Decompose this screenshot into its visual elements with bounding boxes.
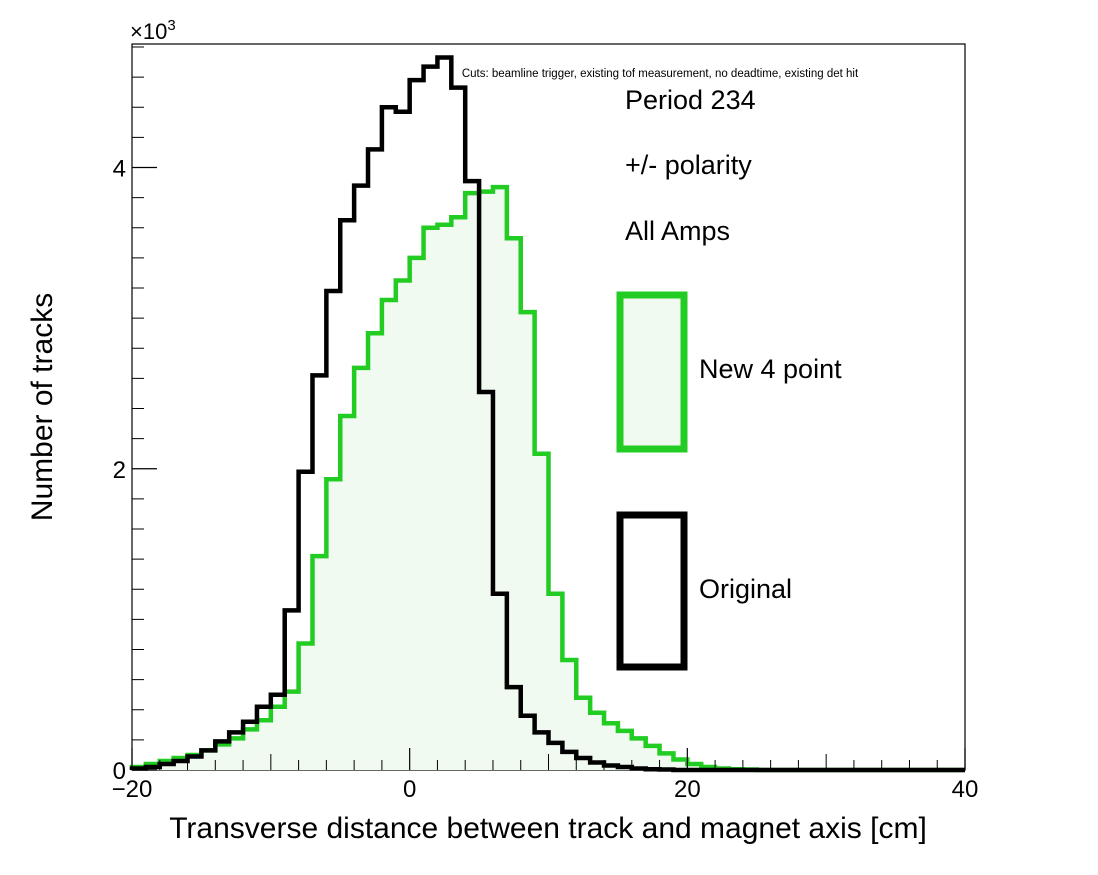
y-tick-label-0: 0 [113,758,126,785]
info-amps: All Amps [625,216,730,246]
info-polarity: +/- polarity [625,150,752,180]
legend-swatch-new-4-point [616,291,688,453]
series-layer [129,55,965,773]
cuts-note: Cuts: beamline trigger, existing tof mea… [462,68,859,80]
x-axis-label: Transverse distance between track and ma… [169,812,927,845]
x-tick-label-0: −20 [112,776,153,803]
x-tick-label-3: 40 [952,776,979,803]
info-period: Period 234 [625,85,756,115]
series-line-original [129,55,965,773]
legend-label-original: Original [699,574,792,604]
y-tick-label-1: 2 [113,457,126,484]
x-tick-label-1: 0 [403,776,416,803]
y-multiplier-exponent: 3 [167,17,175,34]
x-tick-label-2: 20 [674,776,701,803]
legend-swatch-original [616,511,688,671]
y-multiplier: ×103 [130,17,176,44]
y-axis-label: Number of tracks [26,293,59,521]
y-tick-label-2: 4 [113,156,126,183]
legend-label-new-4-point: New 4 point [699,354,842,384]
